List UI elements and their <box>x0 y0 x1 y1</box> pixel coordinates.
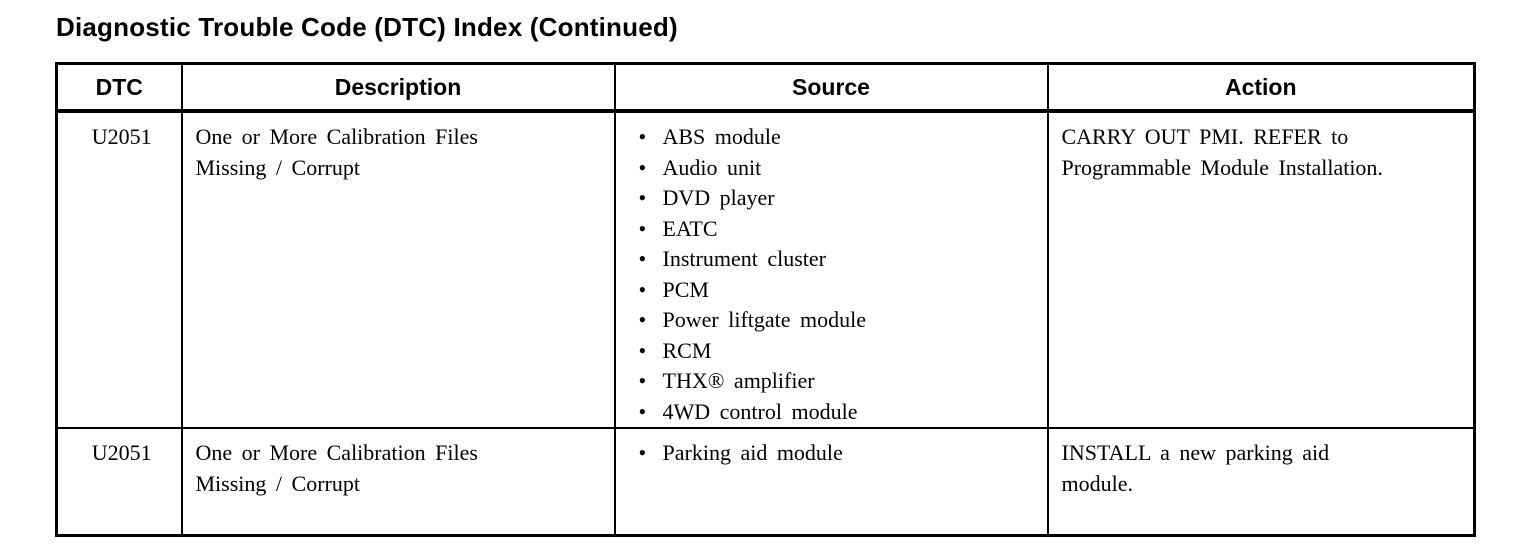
dtc-index-table: DTC Description Source Action U2051 One … <box>55 62 1476 537</box>
table-row: U2051 One or More Calibration Files Miss… <box>55 110 1476 429</box>
source-cell: ABS moduleAudio unitDVD playerEATCInstru… <box>613 110 1049 429</box>
source-list-item: ABS module <box>637 122 1039 153</box>
source-list-item: Instrument cluster <box>637 244 1039 275</box>
source-list-item: Power liftgate module <box>637 305 1039 336</box>
source-list-item: PCM <box>637 275 1039 306</box>
source-list: Parking aid module <box>629 438 1039 469</box>
table-row: U2051 One or More Calibration Files Miss… <box>55 427 1476 536</box>
description-cell: One or More Calibration Files Missing / … <box>180 427 616 536</box>
column-header-source: Source <box>613 62 1049 113</box>
source-cell: Parking aid module <box>613 427 1049 536</box>
source-list-item: EATC <box>637 214 1039 245</box>
source-list-item: DVD player <box>637 183 1039 214</box>
dtc-code-cell: U2051 <box>55 110 183 429</box>
page-title: Diagnostic Trouble Code (DTC) Index (Con… <box>56 12 678 42</box>
column-header-description: Description <box>180 62 616 113</box>
source-list-item: RCM <box>637 336 1039 367</box>
source-list-item: Audio unit <box>637 153 1039 184</box>
source-list: ABS moduleAudio unitDVD playerEATCInstru… <box>629 122 1039 427</box>
dtc-code-cell: U2051 <box>55 427 183 536</box>
column-header-dtc: DTC <box>55 62 183 113</box>
table-header-row: DTC Description Source Action <box>55 62 1476 113</box>
source-list-item: THX® amplifier <box>637 366 1039 397</box>
action-cell: INSTALL a new parking aid module. <box>1046 427 1476 536</box>
action-cell: CARRY OUT PMI. REFER to Programmable Mod… <box>1046 110 1476 429</box>
source-list-item: 4WD control module <box>637 397 1039 428</box>
source-list-item: Parking aid module <box>637 438 1039 469</box>
column-header-action: Action <box>1046 62 1476 113</box>
description-cell: One or More Calibration Files Missing / … <box>180 110 616 429</box>
